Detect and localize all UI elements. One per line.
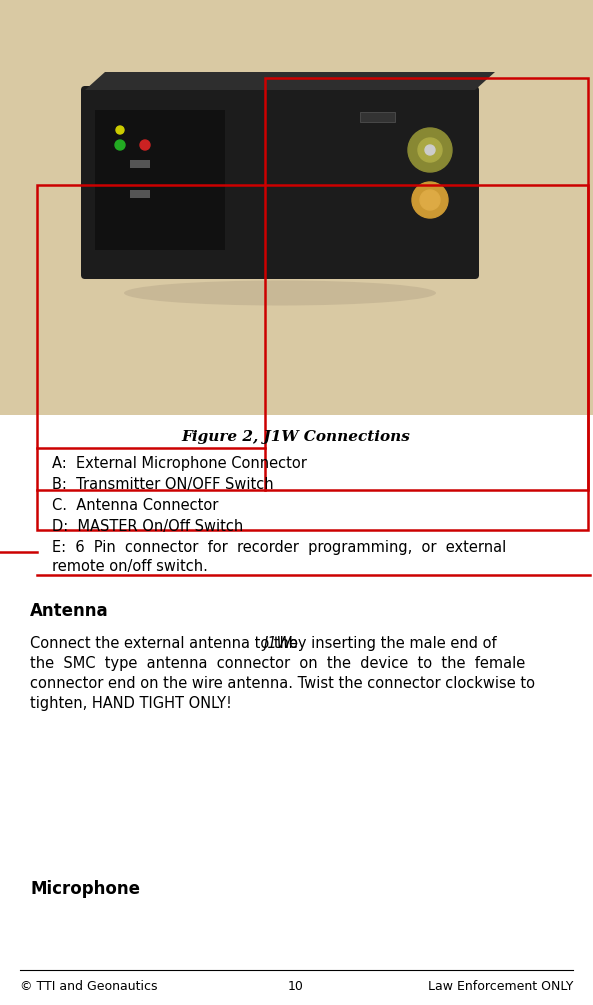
Text: J1W: J1W [263,636,291,651]
Circle shape [408,128,452,172]
Bar [130,190,150,198]
Circle shape [115,140,125,150]
Text: Law Enforcement ONLY: Law Enforcement ONLY [428,980,573,993]
Circle shape [425,145,435,155]
Text: Figure 2, J1W Connections: Figure 2, J1W Connections [181,430,410,444]
Circle shape [412,182,448,218]
Text: tighten, HAND TIGHT ONLY!: tighten, HAND TIGHT ONLY! [30,696,232,711]
Text: D:  MASTER On/Off Switch: D: MASTER On/Off Switch [52,519,243,534]
Bar [95,110,225,250]
Bar [0,0,593,415]
Ellipse shape [124,280,436,306]
Bar [37,185,588,530]
Text: Connect the external antenna to the: Connect the external antenna to the [30,636,302,651]
Circle shape [140,140,150,150]
Bar [130,160,150,168]
Text: B:  Transmitter ON/OFF Switch: B: Transmitter ON/OFF Switch [52,477,273,492]
Circle shape [420,190,440,210]
Text: connector end on the wire antenna. Twist the connector clockwise to: connector end on the wire antenna. Twist… [30,676,535,691]
Text: © TTI and Geonautics: © TTI and Geonautics [20,980,158,993]
Bar [265,78,588,490]
Text: the  SMC  type  antenna  connector  on  the  device  to  the  female: the SMC type antenna connector on the de… [30,656,525,671]
Text: Antenna: Antenna [30,602,109,620]
Circle shape [418,138,442,162]
Text: 10: 10 [288,980,304,993]
Text: E:  6  Pin  connector  for  recorder  programming,  or  external: E: 6 Pin connector for recorder programm… [52,540,506,555]
Text: Microphone: Microphone [30,880,140,898]
Text: remote on/off switch.: remote on/off switch. [52,559,208,574]
Polygon shape [85,72,495,90]
FancyBboxPatch shape [81,86,479,279]
Text: C.  Antenna Connector: C. Antenna Connector [52,498,218,513]
Text: A:  External Microphone Connector: A: External Microphone Connector [52,456,307,471]
Circle shape [116,126,124,134]
Bar [360,112,395,122]
Text: by inserting the male end of: by inserting the male end of [284,636,496,651]
Bar [0,415,593,1005]
